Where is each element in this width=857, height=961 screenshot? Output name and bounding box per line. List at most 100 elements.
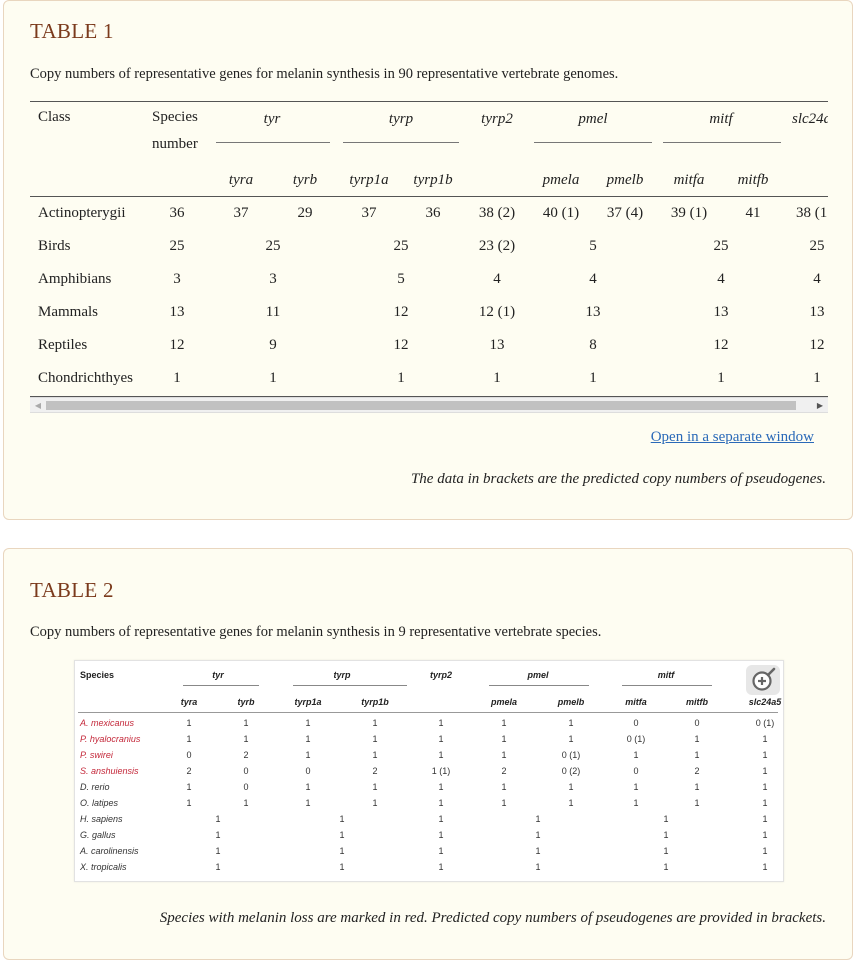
- cell-value: 25: [393, 238, 409, 254]
- cell-value: 13: [489, 337, 505, 353]
- t2-species-name: X. tropicalis: [80, 862, 127, 872]
- row-class: Actinopterygii: [38, 205, 126, 221]
- t2-cell: 1: [694, 782, 700, 792]
- t2-cell: 1: [339, 862, 345, 872]
- t2-cell: 1: [762, 734, 768, 744]
- t2-cell: 1: [438, 750, 444, 760]
- t2-cell: 1: [438, 782, 444, 792]
- group-line-mitf: [663, 142, 781, 143]
- magnify-plus-icon[interactable]: [746, 665, 780, 695]
- t2-header-group-pmel: pmel: [527, 670, 549, 680]
- cell-value: 13: [809, 304, 825, 320]
- t2-cell: 2: [186, 766, 192, 776]
- t2-cell: 1: [438, 734, 444, 744]
- t2-cell: 1: [438, 862, 444, 872]
- t2-species-name: A. carolinensis: [80, 846, 139, 856]
- t2-cell: 1: [762, 750, 768, 760]
- t2-header-group-tyr: tyr: [212, 670, 224, 680]
- t2-cell: 1: [438, 718, 444, 728]
- cell-value: 25: [809, 238, 825, 254]
- t2-cell: 1: [568, 718, 574, 728]
- t2-cell: 1: [438, 830, 444, 840]
- cell-value: 5: [589, 238, 597, 254]
- cell-value: 9: [269, 337, 277, 353]
- t2-cell: 1: [762, 862, 768, 872]
- open-in-separate-window-link[interactable]: Open in a separate window: [650, 429, 814, 445]
- t2-cell: 1: [568, 798, 574, 808]
- group-line-tyrp: [343, 142, 459, 143]
- cell-value: 13: [713, 304, 729, 320]
- t2-cell: 1: [535, 830, 541, 840]
- t2-cell: 1: [568, 734, 574, 744]
- t2-cell: 1: [501, 718, 507, 728]
- table1-horizontal-scrollbar[interactable]: ◀ ▶: [30, 397, 828, 413]
- cell-value: 4: [589, 271, 597, 287]
- t2-cell: 0: [305, 766, 311, 776]
- header-sub-mitfb: mitfb: [737, 172, 769, 188]
- t2-cell: 1: [305, 718, 311, 728]
- cell-value: 4: [493, 271, 501, 287]
- row-class: Birds: [38, 238, 71, 254]
- t2-cell: 0 (1): [561, 750, 581, 760]
- cell-value: 41: [745, 205, 761, 221]
- t2-cell: 1: [372, 798, 378, 808]
- t2-cell: 1: [372, 750, 378, 760]
- t2-cell: 0: [186, 750, 192, 760]
- scrollbar-thumb[interactable]: [46, 401, 796, 410]
- t2-cell: 0: [694, 718, 700, 728]
- cell-value: 1: [589, 370, 597, 386]
- t2-species-name: H. sapiens: [80, 814, 123, 824]
- cell-value: 1: [397, 370, 405, 386]
- t2-cell: 1: [339, 830, 345, 840]
- group-line-pmel: [534, 142, 652, 143]
- t2-cell: 1: [438, 814, 444, 824]
- scroll-right-arrow-icon[interactable]: ▶: [816, 401, 824, 410]
- table2-image[interactable]: Species tyr tyrp tyrp2 pmel mitf tyra ty…: [74, 660, 784, 882]
- row-species-number: 12: [169, 337, 185, 353]
- header-group-tyrp: tyrp: [388, 111, 414, 127]
- t2-cell: 1: [633, 750, 639, 760]
- table1: Class Species number tyr tyrp tyrp2 pmel…: [30, 101, 828, 397]
- t2-species-name: D. rerio: [80, 782, 110, 792]
- t2-species-name: P. swirei: [80, 750, 113, 760]
- cell-value: 12: [393, 304, 409, 320]
- table1-panel: TABLE 1 Copy numbers of representative g…: [3, 0, 853, 520]
- t2-cell: 1: [535, 862, 541, 872]
- t2-cell: 1: [694, 734, 700, 744]
- row-species-number: 13: [169, 304, 185, 320]
- t2-cell: 1: [215, 830, 221, 840]
- header-group-mitf: mitf: [709, 111, 733, 127]
- t2-group-line-pmel: [489, 685, 589, 686]
- t2-header-sub-pmela: pmela: [490, 697, 518, 707]
- scroll-left-arrow-icon[interactable]: ◀: [34, 401, 42, 410]
- table2-caption: Copy numbers of representative genes for…: [30, 624, 602, 640]
- table1-caption: Copy numbers of representative genes for…: [30, 66, 619, 82]
- t2-cell: 1: [186, 798, 192, 808]
- header-sub-tyra: tyra: [228, 172, 254, 188]
- t2-cell: 0 (1): [755, 718, 775, 728]
- t2-header-sub-tyrp1a: tyrp1a: [294, 697, 322, 707]
- header-sub-tyrb: tyrb: [292, 172, 318, 188]
- t2-species-name: G. gallus: [80, 830, 116, 840]
- row-species-number: 25: [169, 238, 185, 254]
- t2-cell: 1: [762, 846, 768, 856]
- t2-cell: 1: [243, 798, 249, 808]
- t2-cell: 1: [663, 830, 669, 840]
- cell-value: 37: [233, 205, 249, 221]
- t2-species-name: P. hyalocranius: [80, 734, 141, 744]
- t2-cell: 1: [372, 782, 378, 792]
- t2-header-sub-mitfb: mitfb: [686, 697, 708, 707]
- table2-panel: TABLE 2 Copy numbers of representative g…: [3, 548, 853, 960]
- cell-value: 25: [713, 238, 729, 254]
- table1-footnote: The data in brackets are the predicted c…: [410, 471, 826, 487]
- t2-cell: 1: [339, 846, 345, 856]
- t2-cell: 1: [501, 750, 507, 760]
- table2-footnote: Species with melanin loss are marked in …: [159, 910, 826, 926]
- group-line-tyr: [216, 142, 330, 143]
- t2-cell: 1: [501, 798, 507, 808]
- t2-cell: 1: [372, 734, 378, 744]
- cell-value: 12 (1): [478, 304, 516, 320]
- t2-species-name: O. latipes: [80, 798, 119, 808]
- t2-cell: 1: [186, 718, 192, 728]
- table1-title: TABLE 1: [30, 19, 114, 43]
